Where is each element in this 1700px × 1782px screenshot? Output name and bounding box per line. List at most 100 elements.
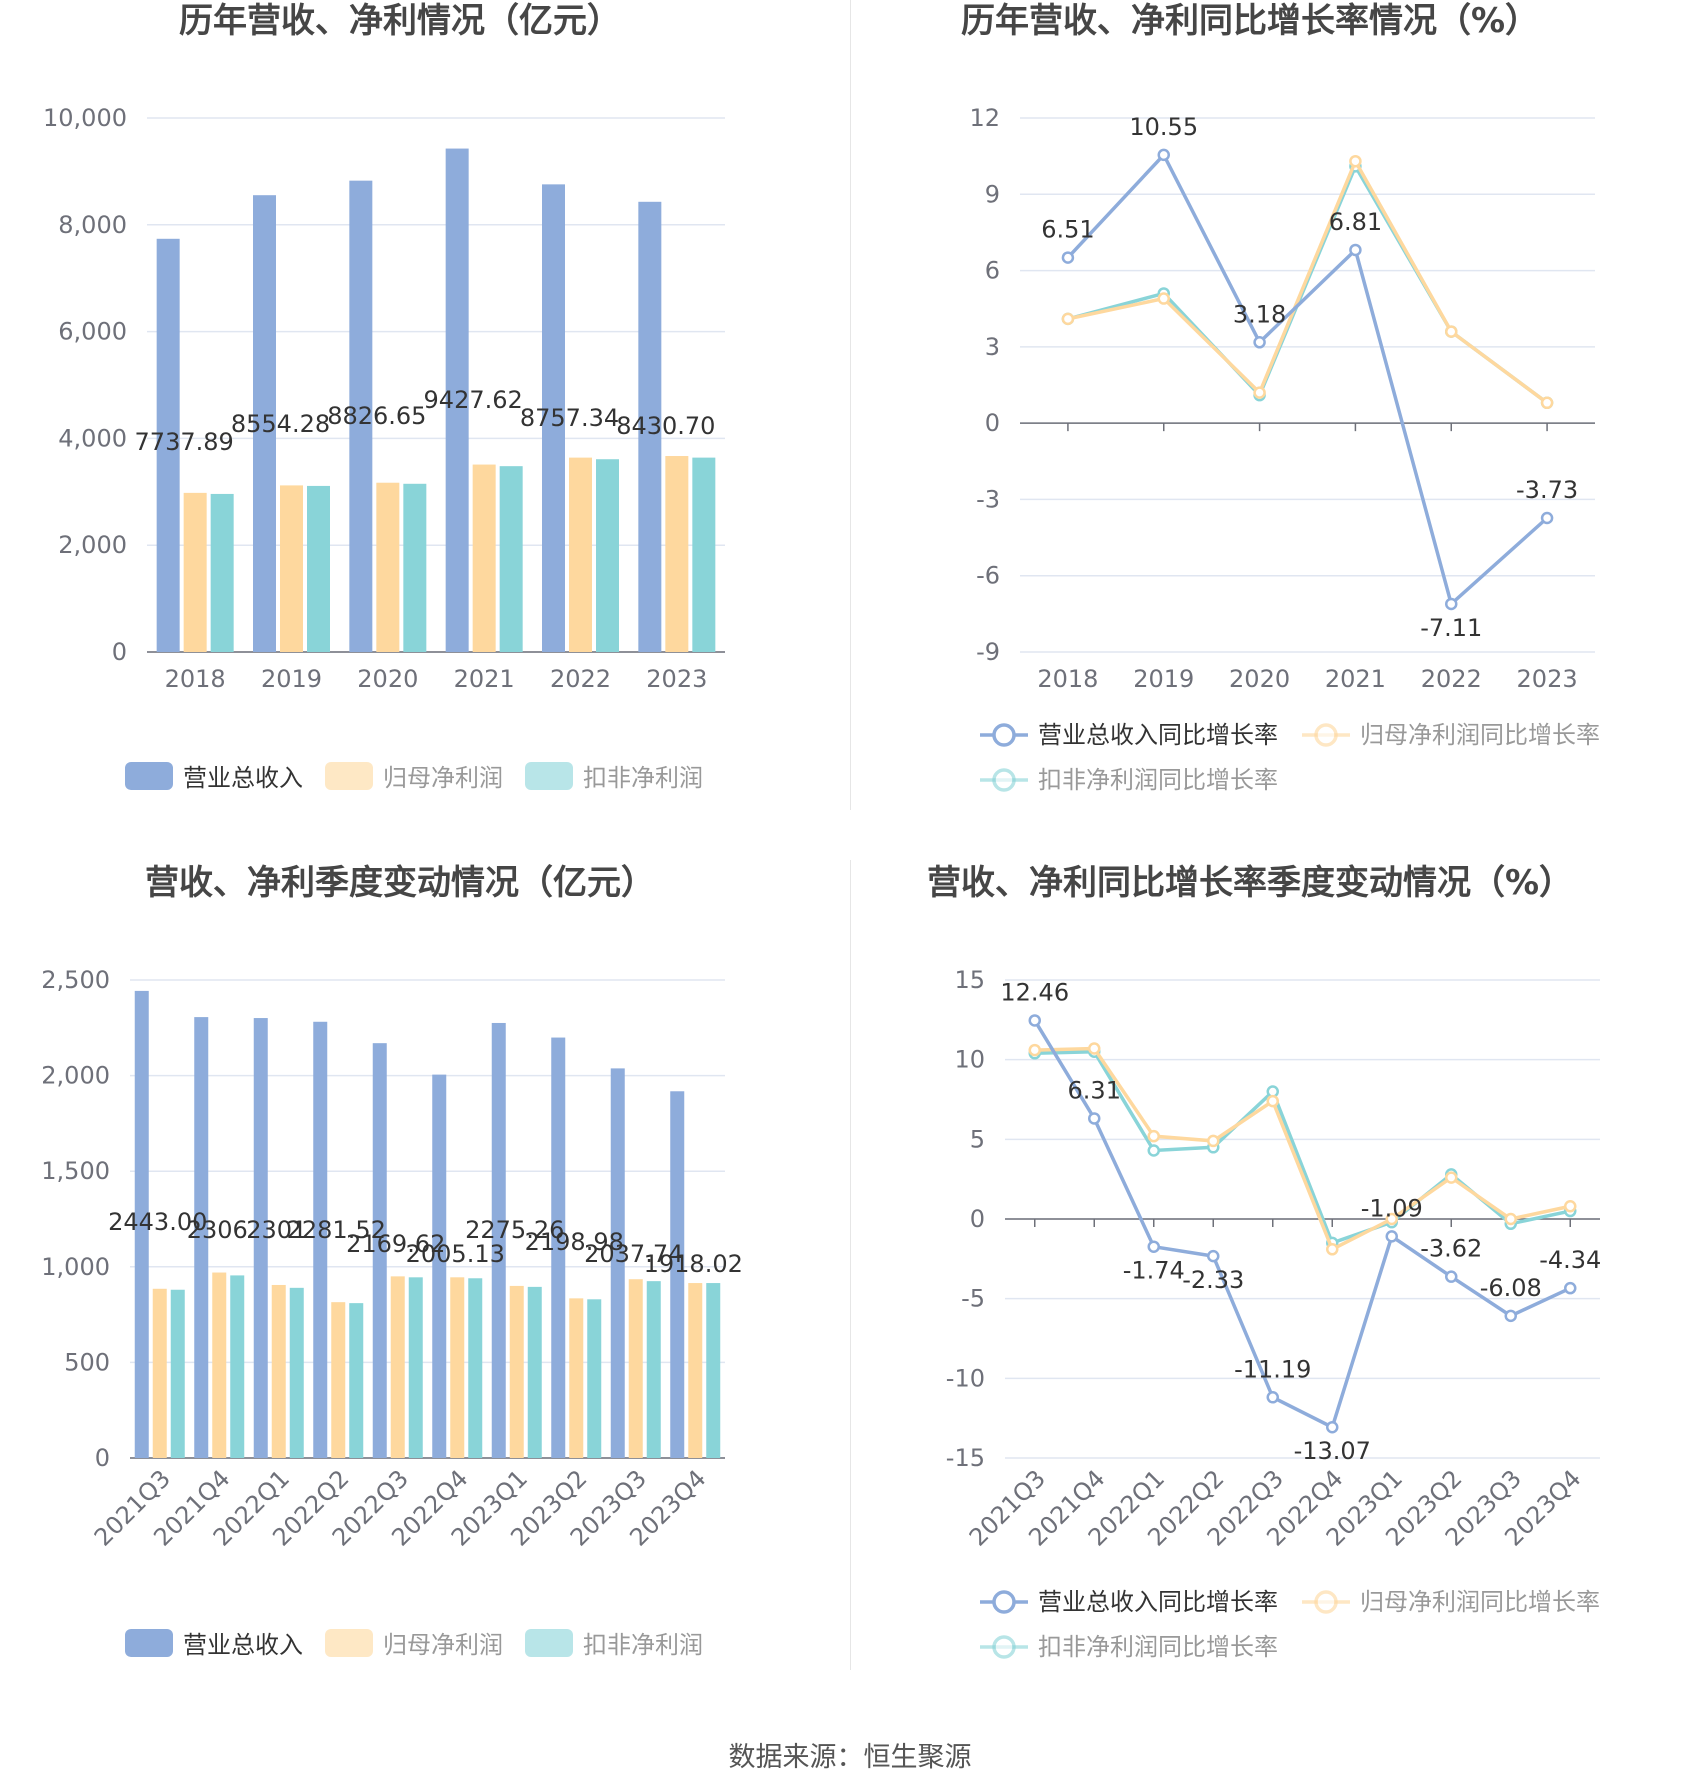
y-tick-label: 8,000 xyxy=(58,211,127,239)
legend-swatch xyxy=(125,762,173,790)
data-point xyxy=(1147,1240,1160,1253)
bar xyxy=(509,1285,524,1458)
vertical-divider-top xyxy=(850,0,851,810)
y-tick-label: 4,000 xyxy=(58,424,127,452)
legend-label: 扣非净利润 xyxy=(583,764,703,792)
y-tick-label: 10,000 xyxy=(43,104,127,132)
data-point xyxy=(1266,1094,1279,1108)
y-tick-label: 500 xyxy=(64,1348,110,1376)
bar xyxy=(542,184,565,653)
data-label: -3.62 xyxy=(1420,1235,1482,1263)
bar xyxy=(253,1018,268,1458)
y-tick-label: 12 xyxy=(969,104,1000,132)
legend-label: 归母净利润同比增长率 xyxy=(1360,721,1600,749)
data-source: 数据来源：恒生聚源 xyxy=(728,1742,972,1773)
data-label: -4.34 xyxy=(1539,1246,1601,1274)
series-line xyxy=(1067,162,1549,405)
data-point xyxy=(1540,511,1554,525)
data-label: -6.08 xyxy=(1480,1274,1542,1302)
data-label: 2198.98 xyxy=(525,1228,624,1256)
y-tick-label: 15 xyxy=(954,966,985,994)
x-tick-label: 2020 xyxy=(1229,665,1290,693)
legend-label: 归母净利润 xyxy=(383,764,503,792)
data-label: 1918.02 xyxy=(644,1250,743,1278)
data-point xyxy=(1564,1281,1577,1295)
bar xyxy=(569,1298,584,1458)
data-point xyxy=(1088,1042,1101,1055)
bar xyxy=(134,990,149,1458)
x-tick-label: 2023 xyxy=(1517,665,1578,693)
data-label: 2275.26 xyxy=(465,1216,564,1244)
data-point xyxy=(1147,1144,1160,1157)
annual-growth-chart: 历年营收、净利同比增长率情况（%） -9 -6 -3 0 3 6 9 12 2018 2019 202… xyxy=(961,1,1600,794)
bar xyxy=(289,1287,304,1458)
data-label: 3.18 xyxy=(1233,300,1286,328)
bar xyxy=(665,456,689,652)
bar xyxy=(551,1037,566,1458)
bar xyxy=(349,1303,364,1458)
bar xyxy=(376,482,400,652)
bar xyxy=(194,1017,209,1458)
data-point xyxy=(1157,148,1170,162)
legend-label: 营业总收入 xyxy=(183,1631,303,1659)
data-point xyxy=(1088,1112,1101,1125)
data-label: -1.09 xyxy=(1361,1194,1423,1222)
legend-swatch xyxy=(525,1629,573,1657)
data-label: -7.11 xyxy=(1420,614,1482,642)
data-point xyxy=(1445,1171,1458,1184)
data-point xyxy=(1147,1129,1160,1143)
data-point xyxy=(1266,1391,1279,1404)
x-tick-label: 2020 xyxy=(357,665,418,693)
y-tick-label: 0 xyxy=(970,1205,985,1233)
y-tick-label: 0 xyxy=(95,1444,110,1472)
data-label: -3.73 xyxy=(1516,476,1578,504)
bar xyxy=(445,148,469,652)
x-tick-label: 2019 xyxy=(261,665,322,693)
bar xyxy=(491,1022,506,1458)
y-tick-label: 5 xyxy=(970,1125,985,1153)
bar xyxy=(596,459,619,652)
x-tick-label: 2018 xyxy=(1037,665,1098,693)
bar xyxy=(408,1277,423,1458)
bar xyxy=(499,466,523,652)
chart-title: 营收、净利季度变动情况（亿元） xyxy=(145,863,655,903)
data-label: 6.51 xyxy=(1041,216,1094,244)
data-point xyxy=(1564,1200,1577,1213)
y-tick-label: 1,000 xyxy=(41,1253,110,1281)
legend-label: 扣非净利润同比增长率 xyxy=(1038,1633,1278,1661)
bar xyxy=(372,1043,387,1458)
x-tick-label: 2023 xyxy=(646,665,707,693)
bar xyxy=(628,1279,643,1458)
y-tick-label: 2,000 xyxy=(58,531,127,559)
bar xyxy=(280,485,303,652)
series-line xyxy=(1034,1046,1571,1252)
data-point xyxy=(1504,1212,1517,1226)
legend-swatch xyxy=(325,1629,373,1657)
bar xyxy=(610,1068,625,1458)
legend-swatch xyxy=(525,762,573,790)
data-label: 6.81 xyxy=(1329,208,1382,236)
data-point xyxy=(1349,154,1362,168)
bar xyxy=(403,483,427,652)
data-label: 9427.62 xyxy=(424,386,523,414)
y-tick-label: 9 xyxy=(985,180,1000,208)
legend-marker xyxy=(1314,1590,1338,1614)
data-label: 6.31 xyxy=(1068,1076,1121,1104)
chart-title: 历年营收、净利同比增长率情况（%） xyxy=(961,1,1539,41)
y-tick-label: -9 xyxy=(976,638,1000,666)
data-label: 8430.70 xyxy=(616,412,715,440)
series-line xyxy=(1066,151,1549,608)
y-tick-label: -5 xyxy=(961,1285,985,1313)
data-point xyxy=(1445,325,1458,338)
bar xyxy=(390,1276,405,1458)
data-label: -1.74 xyxy=(1123,1257,1185,1285)
data-point xyxy=(1061,251,1075,264)
legend-label: 归母净利润同比增长率 xyxy=(1360,1588,1600,1616)
data-label: 2281.52 xyxy=(287,1216,386,1244)
y-tick-label: -6 xyxy=(976,562,1000,590)
x-tick-label: 2021 xyxy=(1325,665,1386,693)
legend-marker xyxy=(992,1590,1016,1614)
data-label: -11.19 xyxy=(1234,1355,1311,1383)
x-tick-label: 2022 xyxy=(550,665,611,693)
bar xyxy=(331,1302,346,1458)
